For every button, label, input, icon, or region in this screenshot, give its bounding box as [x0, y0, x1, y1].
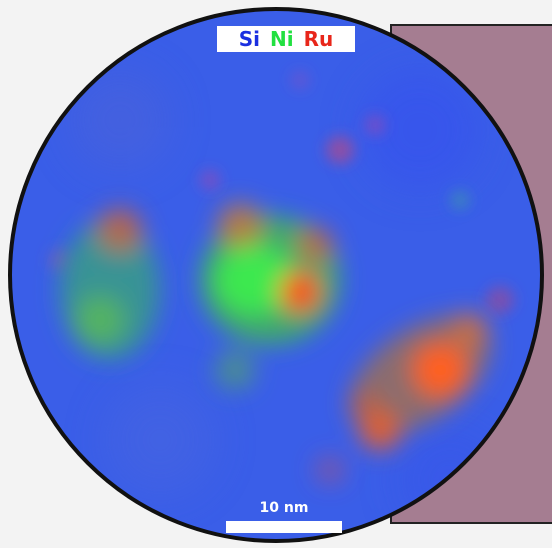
legend-ni: Ni	[270, 27, 294, 51]
legend-si: Si	[238, 27, 261, 51]
scale-bar	[226, 521, 342, 533]
element-legend: Si Ni Ru	[217, 26, 355, 52]
scale-bar-label: 10 nm	[259, 500, 309, 516]
map-border	[8, 7, 544, 543]
legend-ru: Ru	[303, 27, 334, 51]
